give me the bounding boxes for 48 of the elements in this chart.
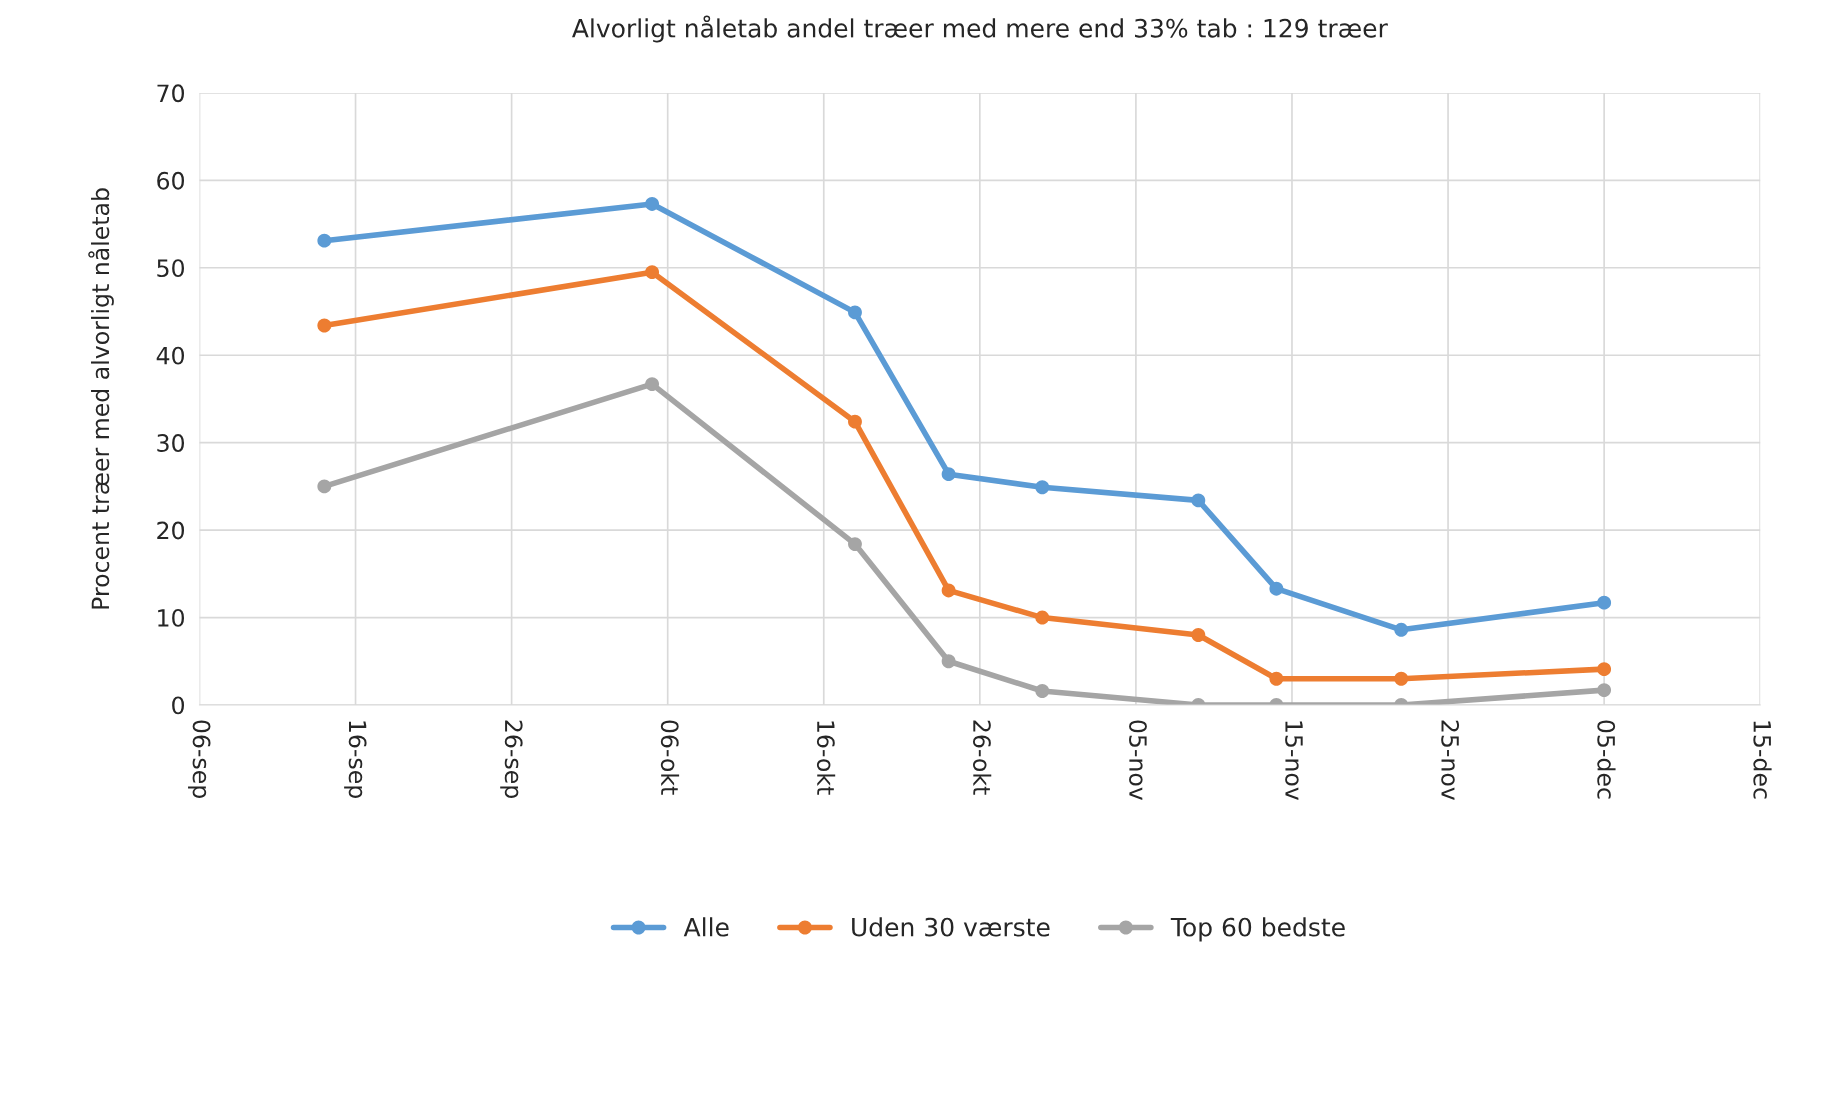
legend-label: Uden 30 værste	[852, 917, 1050, 937]
point	[1597, 595, 1612, 610]
point	[848, 414, 862, 429]
legend-label: Alle	[683, 917, 729, 937]
point	[1191, 493, 1206, 508]
point	[1035, 684, 1050, 698]
point	[1035, 480, 1050, 495]
x-tick-label: 06-sep	[188, 720, 211, 798]
x-tick-label: 05-nov	[1129, 720, 1147, 801]
y-tick-label: 0	[172, 696, 185, 715]
point	[317, 233, 332, 248]
point	[1394, 622, 1409, 637]
x-tick-label: 05-dec	[1597, 720, 1616, 799]
point	[317, 318, 332, 333]
y-tick-label: 50	[157, 259, 185, 278]
point	[645, 377, 660, 392]
point	[1597, 683, 1612, 698]
x-tick-label: 16-sep	[344, 721, 367, 798]
point	[941, 467, 956, 482]
y-tick-label: 10	[158, 608, 185, 627]
y-tick-label: 70	[157, 84, 185, 103]
legend-label: Top 60 bedste	[1170, 917, 1345, 942]
x-tick-label: 15-nov	[1285, 721, 1303, 801]
y-tick-label: 20	[157, 521, 185, 540]
x-tick-label: 06-okt	[660, 720, 680, 795]
point	[1394, 671, 1409, 686]
point	[1597, 662, 1612, 677]
y-tick-label: 40	[156, 346, 185, 365]
point	[317, 479, 332, 494]
point	[1269, 581, 1284, 596]
point	[848, 537, 862, 552]
y-tick-label: 30	[157, 434, 185, 452]
point	[1035, 610, 1050, 625]
point	[941, 583, 956, 598]
x-tick-label: 26-okt	[972, 720, 992, 795]
point	[645, 265, 660, 280]
y-axis-title: Procent træer med alvorligt nåletab	[88, 188, 114, 609]
chart-title: Alvorligt nåletab andel træer med mere end 33% tab : 129 træer	[572, 15, 1388, 43]
x-tick-label: 16-okt	[816, 721, 836, 795]
x-tick-label: 15-dec	[1753, 721, 1772, 799]
point	[1269, 671, 1284, 686]
y-tick-label: 60	[157, 171, 185, 190]
point	[848, 305, 862, 320]
x-tick-label: 25-nov	[1441, 720, 1460, 801]
point	[645, 197, 660, 211]
x-tick-label: 26-sep	[500, 720, 523, 798]
point	[941, 654, 956, 669]
point	[1191, 628, 1206, 642]
